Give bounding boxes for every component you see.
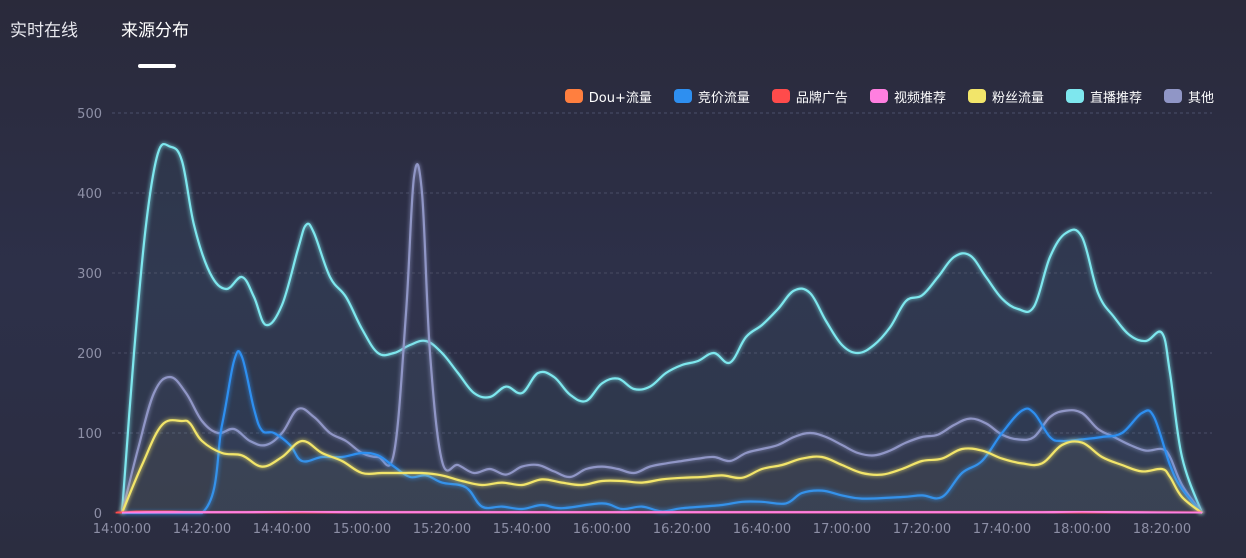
legend-label: 竞价流量 — [697, 90, 750, 106]
x-tick-label: 18:00:00 — [1053, 522, 1111, 537]
x-tick-label: 14:40:00 — [253, 522, 311, 537]
x-tick-label: 14:00:00 — [93, 522, 151, 537]
series-4-line — [120, 419, 1203, 514]
series-3-line — [121, 510, 1203, 515]
legend-swatch — [1163, 89, 1182, 103]
legend-swatch — [564, 89, 583, 103]
legend-label: 品牌广告 — [795, 90, 848, 106]
legend-swatch — [869, 89, 888, 103]
x-tick-label: 16:20:00 — [653, 522, 711, 537]
tab-realtime-online[interactable]: 实时在线 — [10, 21, 78, 41]
x-tick-label: 15:40:00 — [493, 522, 551, 537]
series-6-area — [122, 164, 1202, 513]
legend-item-1[interactable]: 竞价流量 — [673, 87, 750, 106]
legend-item-4[interactable]: 粉丝流量 — [967, 87, 1044, 106]
y-tick-label: 400 — [77, 187, 102, 202]
x-tick-label: 15:20:00 — [413, 522, 471, 537]
tab-bar: 实时在线 来源分布 — [0, 0, 300, 70]
legend-item-3[interactable]: 视频推荐 — [869, 87, 946, 106]
legend-swatch — [1065, 89, 1084, 103]
legend-swatch — [673, 89, 692, 103]
chart-legend: Dou+流量 竞价流量 品牌广告 视频推荐 粉丝流量 直播推荐 其他 — [543, 86, 1214, 106]
series-5-area — [122, 143, 1202, 514]
x-tick-label: 15:00:00 — [333, 522, 391, 537]
y-tick-label: 500 — [77, 107, 102, 122]
x-tick-label: 18:20:00 — [1133, 522, 1191, 537]
x-tick-label: 17:20:00 — [893, 522, 951, 537]
series-5-line — [120, 142, 1204, 514]
legend-swatch — [967, 89, 986, 103]
series-6-line — [120, 163, 1203, 514]
y-tick-label: 100 — [77, 427, 102, 442]
legend-label: 粉丝流量 — [991, 90, 1044, 106]
x-tick-label: 17:40:00 — [973, 522, 1031, 537]
x-tick-label: 16:00:00 — [573, 522, 631, 537]
y-tick-label: 200 — [77, 347, 102, 362]
tab-source-distribution[interactable]: 来源分布 — [121, 21, 189, 41]
legend-label: 视频推荐 — [893, 90, 946, 106]
legend-item-0[interactable]: Dou+流量 — [564, 87, 652, 106]
x-tick-label: 17:00:00 — [813, 522, 871, 537]
legend-label: 直播推荐 — [1089, 90, 1142, 106]
legend-label: Dou+流量 — [588, 90, 652, 106]
y-tick-label: 0 — [94, 507, 102, 522]
legend-label: 其他 — [1187, 90, 1214, 106]
legend-item-6[interactable]: 其他 — [1163, 87, 1214, 106]
active-tab-indicator — [138, 64, 176, 68]
x-tick-label: 14:20:00 — [173, 522, 231, 537]
y-tick-label: 300 — [77, 267, 102, 282]
legend-item-2[interactable]: 品牌广告 — [771, 87, 848, 106]
x-tick-label: 16:40:00 — [733, 522, 791, 537]
legend-item-5[interactable]: 直播推荐 — [1065, 87, 1142, 106]
series-4-area — [122, 420, 1202, 513]
legend-swatch — [771, 89, 790, 103]
